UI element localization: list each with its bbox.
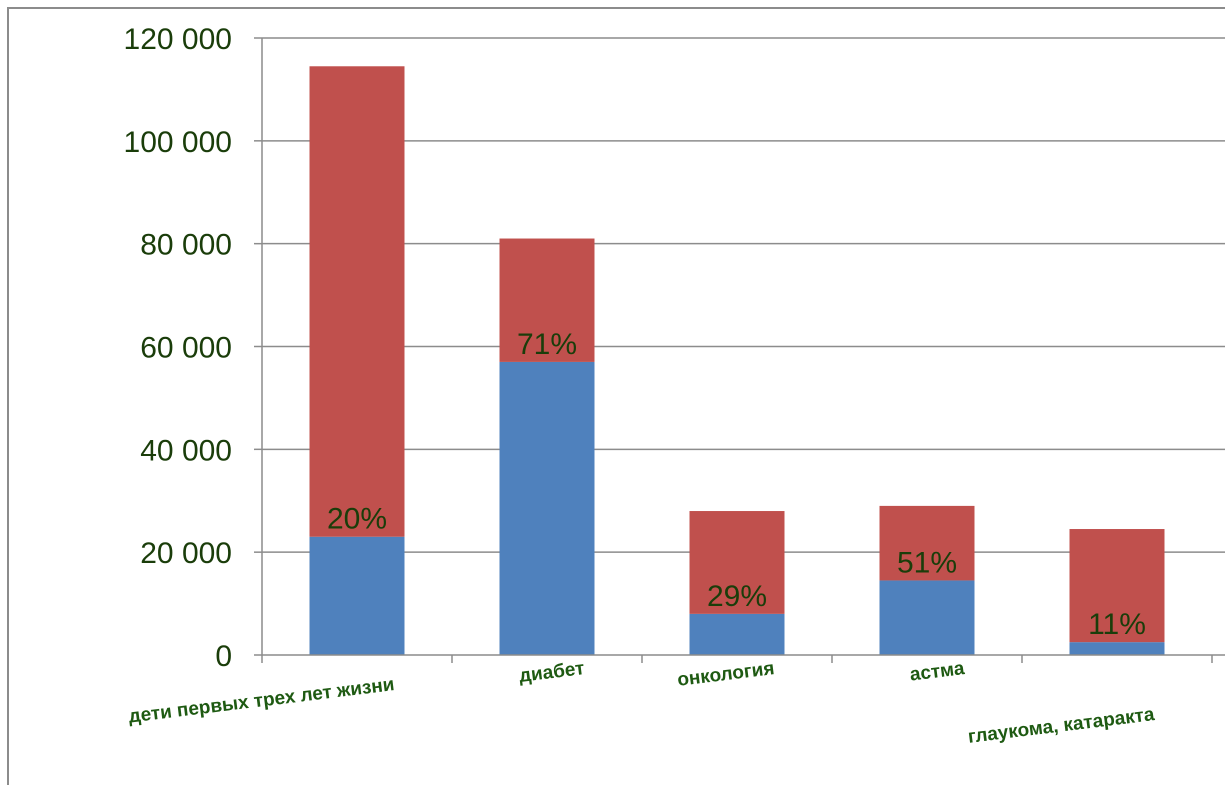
bar-segment-lower	[689, 613, 785, 655]
data-label: 51%	[897, 546, 957, 579]
y-tick-label: 100 000	[124, 126, 232, 159]
x-category-label: глаукома, катаракта	[967, 704, 1156, 748]
bar-segment-upper	[689, 511, 785, 614]
y-tick-label: 40 000	[140, 434, 232, 467]
bar-segment-lower	[309, 536, 405, 655]
data-label: 20%	[327, 503, 387, 536]
bar-segment-lower	[499, 361, 595, 655]
bar-segment-upper	[879, 505, 975, 581]
bar-segment-lower	[1069, 642, 1165, 655]
data-label: 29%	[707, 580, 767, 613]
bar-segment-upper	[309, 66, 405, 537]
y-axis: 0 20 000 40 000 60 000 80 000 100 000 120 000	[124, 23, 263, 673]
x-axis	[261, 654, 1225, 663]
x-category-label: астма	[909, 658, 966, 686]
x-category-label: диабет	[518, 658, 586, 687]
data-label: 71%	[517, 328, 577, 361]
data-labels: 20% 71% 29% 51% 11%	[327, 328, 1146, 641]
bar-segment-lower	[879, 580, 975, 655]
bar-segment-upper	[499, 238, 595, 362]
x-category-labels: дети первых трех лет жизни диабет онкологи…	[127, 658, 1156, 748]
data-label: 11%	[1088, 608, 1146, 641]
y-tick-label: 60 000	[140, 332, 232, 365]
x-category-label: онкология	[676, 658, 775, 691]
y-tick-label: 0	[215, 640, 232, 673]
bar-segment-upper	[1069, 529, 1165, 643]
chart-border	[7, 7, 1225, 785]
y-tick-label: 20 000	[140, 537, 232, 570]
bars	[309, 66, 1165, 655]
x-category-label: дети первых трех лет жизни	[127, 674, 395, 727]
gridlines	[262, 37, 1225, 553]
y-tick-label: 120 000	[124, 23, 232, 56]
y-tick-label: 80 000	[140, 229, 232, 262]
